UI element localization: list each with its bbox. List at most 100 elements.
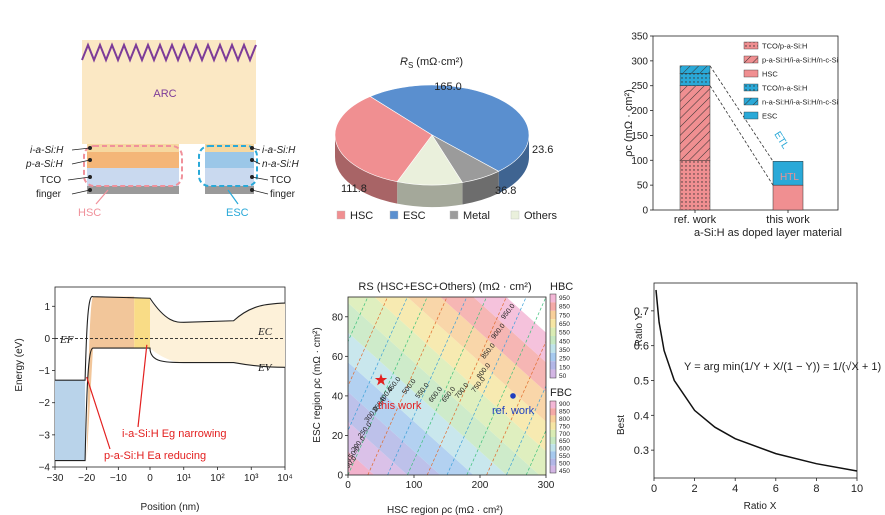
hsc-tco-layer (87, 168, 179, 186)
pie-slice-others (396, 134, 463, 186)
bar-legend-hatch (744, 84, 758, 91)
esc-arrow (227, 189, 239, 205)
ratio-frame (653, 282, 858, 479)
hbc-colorbar-seg (550, 336, 556, 345)
hbc-tick-label: 950 (559, 295, 570, 302)
ratio-ytick-label: 0.3 (634, 445, 649, 457)
pie-legend-label-metal: Metal (463, 210, 490, 222)
fbc-colorbar-seg (550, 415, 556, 423)
contour-title: RS (HSC+ESC+Others) (mΩ · cm²) (358, 281, 531, 293)
fbc-tick-label: 700 (559, 431, 570, 438)
ratio-xtick-label: 10 (851, 483, 863, 495)
fbc-tick-label: 500 (559, 461, 570, 468)
annot-ea-reducing: p-a-Si:H Ea reducing (104, 450, 206, 462)
pie-slice-esc (369, 84, 530, 172)
pie-title: RS (mΩ·cm²) (400, 56, 463, 70)
band-xtick-label: −10 (110, 473, 127, 484)
pie-legend-swatch-metal (449, 210, 459, 220)
bar-ytick-label: 350 (631, 32, 648, 43)
fbc-colorbar-seg (550, 451, 556, 459)
pie-legend-label-hsc: HSC (350, 210, 373, 222)
ratio-xtick-label: 6 (773, 483, 779, 495)
bar-legend-label: TCO/p-a-Si:H (762, 42, 807, 51)
bar-segment-hatch (680, 73, 710, 86)
bar-stacks (679, 65, 804, 211)
ec-line (55, 296, 286, 381)
fbc-tick-label: 800 (559, 416, 570, 423)
pie-title-r: R (400, 56, 408, 68)
ratio-ylabel-prefix: Best (616, 415, 627, 435)
fbc-colorbar-frame (549, 400, 557, 474)
hbc-colorbar-seg (550, 319, 556, 328)
hbc-tick-label: 450 (559, 338, 570, 345)
band-xtick-label: 10¹ (177, 473, 192, 484)
annot-eg-narrowing: i-a-Si:H Eg narrowing (122, 428, 227, 440)
label-left-finger: finger (36, 189, 62, 200)
ratio-xtick-label: 8 (813, 483, 819, 495)
hbc-colorbar-frame (549, 293, 557, 379)
band-ytick-label: 0 (44, 334, 50, 345)
band-ytick-label: 1 (44, 302, 50, 313)
bar-ytick-label: 100 (631, 156, 648, 167)
ratio-ylabel: Ratio Y (634, 313, 645, 346)
band-ytick-label: −2 (39, 398, 51, 409)
esc-finger (205, 186, 254, 194)
contour-xtick-label: 100 (406, 480, 423, 491)
contour-fill: 950.0900.0850.0800.0750.0700.0650.0600.0… (348, 297, 546, 475)
bar-segment (772, 161, 804, 186)
bar-xlabel: a-Si:H as doped layer material (694, 227, 842, 239)
bar-legend-label: p-a-Si:H/i-a-Si:H/n-c-Si (762, 56, 839, 65)
bar-legend: TCO/p-a-Si:H p-a-Si:H/i-a-Si:H/n-c-Si HSC T… (743, 42, 839, 121)
ratio-xtick-label: 0 (651, 483, 657, 495)
label-left-p: p-a-Si:H (25, 159, 63, 170)
hsc-p-layer (87, 152, 179, 168)
hsc-arrow (95, 189, 109, 205)
fbc-colorbar-seg (550, 401, 556, 409)
pie-value-others: 36.8 (495, 185, 516, 197)
esc-n-layer (205, 152, 254, 168)
contour-ylabel: ESC region ρc (mΩ · cm²) (312, 327, 323, 442)
pie-title-sub: S (408, 61, 413, 70)
label-left-tco: TCO (40, 175, 61, 186)
fbc-tick-label: 450 (559, 468, 570, 475)
pie-value-esc: 165.0 (434, 81, 462, 93)
this-work-label: this work (378, 400, 422, 412)
bar-legend-swatch (743, 111, 759, 120)
arc-zigzag (81, 42, 257, 63)
contour-xlabel: HSC region ρc (mΩ · cm²) (387, 505, 503, 515)
bar-segment-hatch (680, 65, 710, 74)
band-xtick-label: 10² (210, 473, 225, 484)
hsc-finger (87, 186, 179, 194)
contour-line (348, 297, 369, 343)
band-xtick-label: −20 (78, 473, 95, 484)
fbc-tick-label: 600 (559, 446, 570, 453)
contour-line (387, 297, 468, 475)
contour-line (348, 297, 408, 432)
connector-top (709, 65, 774, 162)
hbc-tick-label: 250 (559, 356, 570, 363)
bar-ylabel: ρc (mΩ · cm²) (623, 89, 635, 157)
bar-ytick-label: 200 (631, 106, 648, 117)
ratio-xtick-label: 2 (692, 483, 698, 495)
hbc-colorbar-seg (550, 369, 556, 378)
device-schematic: ARC i-a-Si:H p-a-Si:H TCO finger i-a-Si:… (25, 40, 299, 219)
hbc-title: HBC (550, 281, 573, 293)
bar-segment (772, 184, 804, 211)
ev-label: EV (257, 362, 273, 374)
ratio-xlabel: Ratio X (744, 501, 777, 512)
pie-value-metal: 23.6 (532, 144, 553, 156)
contour-xtick-label: 200 (472, 480, 489, 491)
fbc-colorbar-seg (550, 422, 556, 430)
band-xtick-label: −30 (47, 473, 64, 484)
bar-legend-hatch (744, 98, 758, 105)
fbc-colorbar-seg (550, 444, 556, 452)
n-side-region (150, 299, 285, 368)
contour-frame (347, 296, 547, 476)
bar-ytick-label: 50 (637, 181, 649, 192)
fbc-colorbar-seg (550, 458, 556, 466)
band-xtick-label: 10⁴ (277, 473, 292, 484)
bar-legend-label: HSC (762, 70, 778, 79)
pie-legend-swatch-esc (389, 210, 399, 220)
i-layer-region (134, 298, 150, 349)
esc-outline (198, 145, 258, 187)
